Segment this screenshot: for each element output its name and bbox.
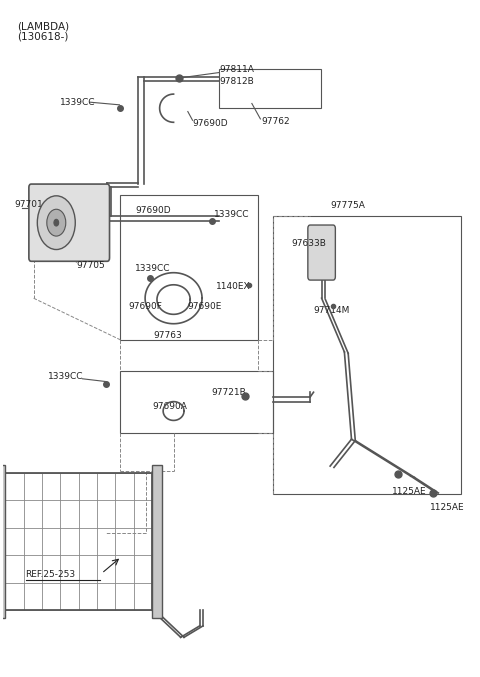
Bar [5,473,152,611]
FancyBboxPatch shape [29,184,109,261]
Text: 97812B: 97812B [219,77,254,86]
Circle shape [54,219,59,226]
Text: 97690F: 97690F [129,303,162,311]
Text: (LAMBDA): (LAMBDA) [17,21,69,31]
Text: 1339CC: 1339CC [135,264,170,274]
Bar [120,196,258,340]
Text: 97714M: 97714M [313,306,350,315]
Text: 1339CC: 1339CC [214,210,250,219]
FancyBboxPatch shape [308,225,336,280]
Text: 1140EX: 1140EX [216,282,251,290]
Bar [0,464,5,619]
Text: 97690D: 97690D [192,119,228,128]
Bar [219,69,321,108]
Text: 97633B: 97633B [291,239,326,248]
Bar [152,464,162,619]
Circle shape [47,209,66,236]
Text: 1125AE: 1125AE [430,503,465,512]
Circle shape [37,196,75,250]
Text: REF.25-253: REF.25-253 [25,570,76,580]
Bar [120,371,273,433]
Text: 97811A: 97811A [219,66,254,74]
Text: 1339CC: 1339CC [60,97,95,107]
Text: 1125AE: 1125AE [392,487,426,496]
Text: (130618-): (130618-) [17,31,68,41]
Text: 97775A: 97775A [330,201,365,210]
Text: 97690A: 97690A [152,403,187,412]
Text: 97721B: 97721B [212,388,246,397]
Text: 97762: 97762 [261,117,290,126]
Text: 97690D: 97690D [136,206,171,215]
Text: 1339CC: 1339CC [48,372,84,381]
Text: 97705: 97705 [76,261,105,271]
Bar [273,216,461,494]
Text: 97690E: 97690E [188,303,222,311]
Text: 97763: 97763 [154,331,182,341]
Text: 97701: 97701 [14,200,43,209]
